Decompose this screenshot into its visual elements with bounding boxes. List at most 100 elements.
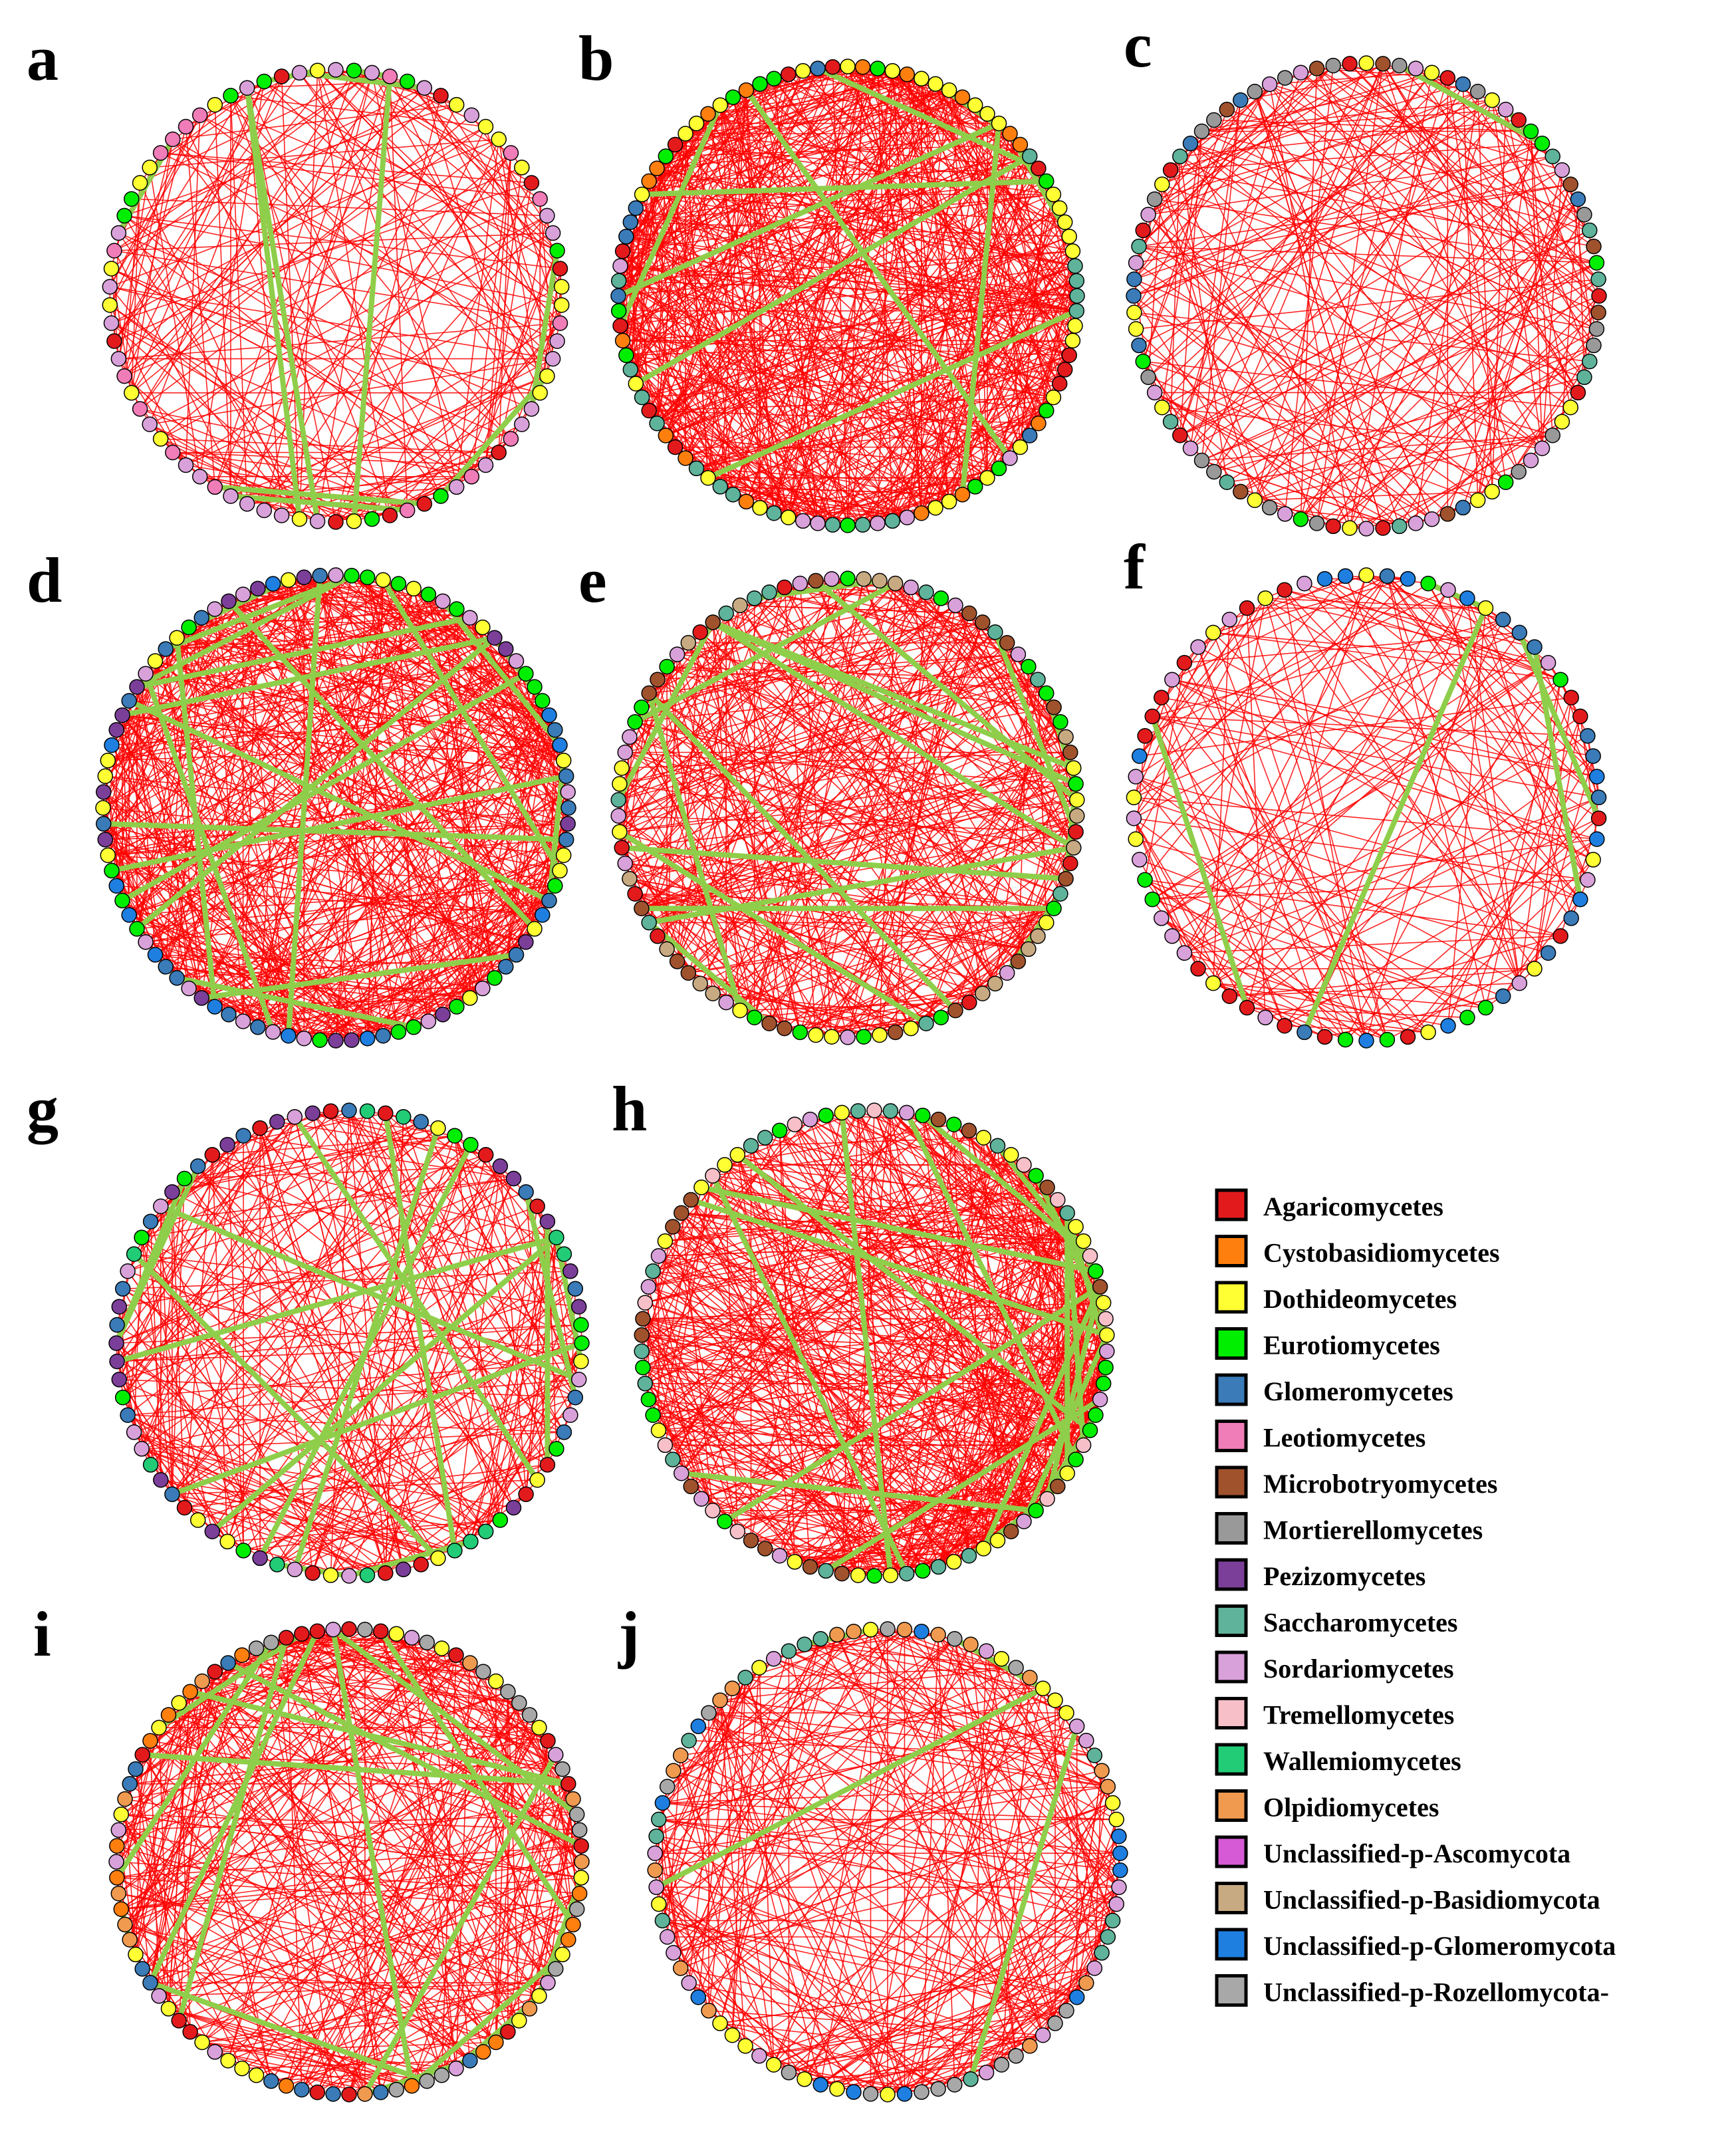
panel-label-e: e	[578, 545, 607, 616]
otu-node	[235, 1128, 251, 1144]
positive-edge	[1148, 184, 1163, 378]
otu-node	[1003, 1523, 1019, 1539]
otu-node	[325, 2086, 341, 2102]
positive-edge	[724, 1164, 1058, 1201]
positive-edge	[214, 608, 289, 1036]
otu-node	[291, 64, 308, 81]
positive-edge	[841, 1110, 859, 1574]
positive-edge	[1189, 63, 1367, 449]
negative-edge	[148, 1628, 320, 1985]
otu-node	[880, 2087, 896, 2102]
otu-node	[941, 82, 957, 98]
positive-edge	[658, 1688, 1043, 1905]
positive-edge	[788, 74, 1073, 341]
otu-node	[648, 1879, 664, 1896]
otu-node	[1092, 1391, 1108, 1408]
positive-edge	[1138, 68, 1318, 247]
otu-node	[975, 1130, 992, 1146]
positive-edge	[622, 751, 1070, 769]
positive-edge	[787, 78, 922, 518]
otu-node	[954, 487, 971, 503]
positive-edge	[1467, 716, 1581, 1018]
otu-node	[553, 279, 570, 295]
otu-node	[219, 1533, 235, 1550]
positive-edge	[227, 1727, 540, 2061]
otu-node	[737, 2038, 753, 2054]
positive-edge	[1477, 91, 1493, 492]
otu-node	[688, 460, 705, 477]
positive-edge	[773, 78, 1066, 223]
positive-edge	[228, 600, 564, 761]
positive-edge	[141, 1448, 514, 1509]
positive-edge	[257, 791, 568, 1028]
positive-edge	[630, 133, 686, 370]
positive-edge	[804, 1688, 1044, 2080]
otu-node	[651, 1811, 667, 1828]
positive-edge	[745, 90, 761, 508]
positive-edge	[1190, 143, 1571, 408]
positive-edge	[626, 235, 1021, 448]
otu-node	[1469, 84, 1486, 100]
otu-node	[102, 297, 118, 313]
otu-node	[475, 1664, 491, 1680]
positive-edge	[1161, 619, 1504, 919]
otu-node	[1440, 1017, 1456, 1034]
positive-edge	[150, 1221, 244, 1551]
positive-edge	[1332, 279, 1599, 527]
otu-node	[129, 921, 145, 937]
positive-edge	[658, 1255, 955, 1563]
negative-edges	[114, 1110, 584, 1579]
otu-node	[492, 1512, 509, 1528]
positive-edge	[619, 666, 1029, 832]
network-panel-i: i	[33, 1598, 590, 2102]
legend-label: Cystobasidiomycetes	[1263, 1238, 1500, 1268]
otu-node	[654, 1912, 671, 1929]
positive-edge	[118, 87, 425, 234]
otu-node	[1078, 1732, 1094, 1749]
otu-node	[634, 699, 650, 715]
positive-edge	[136, 686, 215, 1007]
otu-node	[378, 1105, 394, 1122]
positive-edge	[1148, 84, 1271, 215]
positive-edge	[672, 1226, 1068, 1474]
otu-node	[1068, 776, 1084, 792]
otu-node	[518, 934, 534, 950]
positive-edge	[149, 167, 201, 477]
negative-edge	[261, 68, 320, 84]
otu-node	[1095, 1295, 1112, 1311]
otu-node	[1439, 506, 1456, 522]
positive-edge	[657, 679, 755, 1018]
positive-edge	[1179, 198, 1578, 436]
positive-edge	[129, 885, 555, 916]
positive-edge	[150, 1135, 455, 1465]
positive-edge	[441, 1655, 457, 2076]
positive-edge	[367, 1110, 422, 1122]
otu-node	[1511, 975, 1528, 991]
positive-edge	[259, 1128, 515, 1508]
positive-edge	[1201, 100, 1241, 461]
otu-node	[999, 965, 1015, 981]
otu-node	[1068, 1989, 1085, 2005]
otu-node	[1154, 690, 1170, 705]
otu-node	[622, 729, 638, 745]
positive-edge	[648, 1287, 702, 1499]
otu-node	[1002, 126, 1018, 142]
positive-edge	[733, 66, 863, 98]
otu-node	[1484, 483, 1500, 500]
positive-edge	[870, 1629, 1087, 1741]
otu-node	[193, 610, 209, 626]
positive-edge	[1399, 407, 1571, 527]
positive-edge	[1172, 679, 1597, 777]
otu-node	[729, 1147, 746, 1163]
negative-edge	[378, 1628, 576, 1928]
positive-edge	[676, 605, 741, 962]
otu-node	[552, 737, 568, 753]
negative-edge	[1396, 63, 1545, 146]
otu-node	[341, 1568, 357, 1584]
otu-node	[1050, 1192, 1066, 1208]
otu-node	[434, 2067, 450, 2083]
positive-edge	[129, 1783, 151, 1983]
positive-edge	[1254, 91, 1400, 527]
positive-edge	[485, 1237, 557, 1532]
otu-node	[840, 517, 856, 533]
